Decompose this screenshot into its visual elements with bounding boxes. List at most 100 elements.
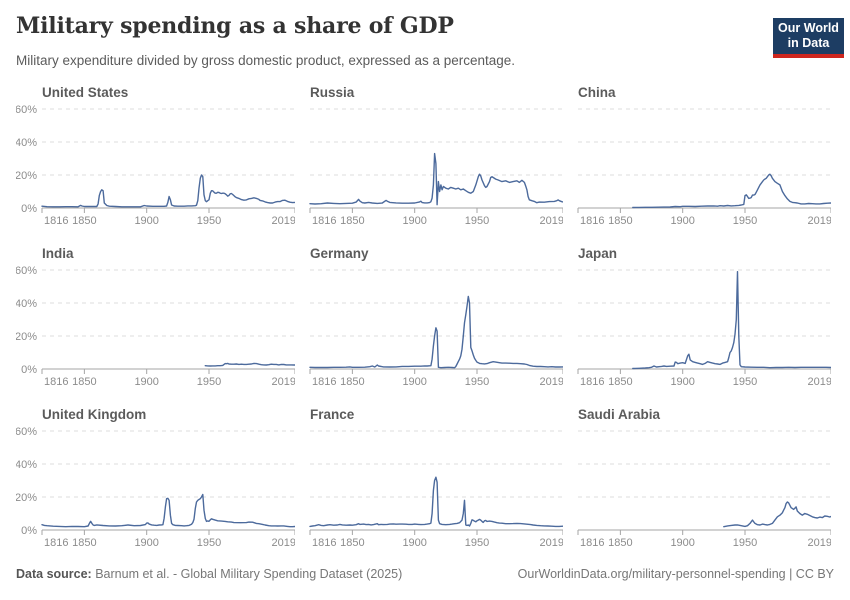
x-tick-label: 2019 [540,215,563,227]
x-tick-label: 1816 [580,537,604,549]
facet-united-states: United States 0% 20% 40% 60% 1816 1850 1900 1950… [16,85,295,246]
x-tick-label: 1900 [402,215,426,227]
data-line-china [632,173,831,209]
x-tick-label: 1900 [402,376,426,388]
data-line-france [309,476,563,528]
facet-chart-united-kingdom[interactable]: 0% 20% 40% 60% 1816 1850 1900 1950 2019 [16,425,295,568]
x-tick-label: 2019 [808,376,831,388]
facet-title: France [310,407,355,422]
x-tick-label: 1816 [312,537,336,549]
facet-chart-germany[interactable]: 1816 1850 1900 1950 2019 [295,264,563,407]
x-tick-label: 1950 [465,376,489,388]
facet-saudi-arabia: Saudi Arabia 1816 1850 1900 1950 2019 [563,407,831,568]
facet-chart-saudi-arabia[interactable]: 1816 1850 1900 1950 2019 [563,425,831,568]
facet-chart-india[interactable]: 0% 20% 40% 60% 1816 1850 1900 1950 2019 [16,264,295,407]
facet-chart-china[interactable]: 1816 1850 1900 1950 2019 [563,103,831,246]
x-tick-label: 1900 [670,376,694,388]
facet-title: United Kingdom [42,407,147,422]
data-source-text: Barnum et al. - Global Military Spending… [91,567,403,581]
page-subtitle: Military expenditure divided by gross do… [16,53,516,68]
x-tick-label: 1850 [608,537,632,549]
x-tick-label: 1850 [608,376,632,388]
facet-title: China [578,85,616,100]
y-tick-label: 0% [21,364,37,376]
x-tick-label: 2019 [808,537,831,549]
x-tick-label: 1900 [402,537,426,549]
y-tick-label: 0% [21,525,37,537]
y-tick-label: 20% [16,492,37,504]
owid-logo-line2: in Data [787,36,830,50]
data-line-saudi-arabia [723,501,831,528]
chart-footer: Data source: Barnum et al. - Global Mili… [16,567,834,581]
x-tick-label: 1900 [670,215,694,227]
x-tick-label: 1950 [197,537,221,549]
y-tick-label: 20% [16,170,37,182]
x-tick-label: 1816 [44,215,68,227]
y-tick-label: 40% [16,459,37,471]
data-line-russia [309,152,563,206]
y-tick-label: 40% [16,298,37,310]
facet-chart-united-states[interactable]: 0% 20% 40% 60% 1816 1850 1900 1950 2019 [16,103,295,246]
x-tick-label: 1816 [44,537,68,549]
x-tick-label: 1816 [580,215,604,227]
owid-logo: Our World in Data [773,18,844,58]
x-tick-label: 1950 [465,537,489,549]
facet-title: India [42,246,74,261]
x-tick-label: 1900 [134,215,158,227]
x-tick-label: 1850 [340,215,364,227]
facet-title: Japan [578,246,618,261]
x-tick-label: 1950 [733,537,757,549]
data-line-germany [309,295,563,369]
x-tick-label: 1850 [72,537,96,549]
x-tick-label: 1950 [197,215,221,227]
data-line-united-states [41,174,295,208]
x-tick-label: 2019 [540,376,563,388]
license-link[interactable]: OurWorldinData.org/military-personnel-sp… [517,567,834,581]
x-tick-label: 2019 [272,376,295,388]
y-tick-label: 0% [21,203,37,215]
x-tick-label: 1850 [72,215,96,227]
x-tick-label: 1850 [340,376,364,388]
x-tick-label: 1900 [670,537,694,549]
facet-grid: United States 0% 20% 40% 60% 1816 1850 1900 1950… [16,85,831,568]
facet-title: United States [42,85,129,100]
x-tick-label: 1950 [733,376,757,388]
x-tick-label: 1816 [44,376,68,388]
x-tick-label: 1900 [134,376,158,388]
y-tick-label: 60% [16,426,37,438]
facet-germany: Germany 1816 1850 1900 1950 2019 [295,246,563,407]
facet-india: India 0% 20% 40% 60% 1816 1850 1900 1950 2019 [16,246,295,407]
facet-chart-russia[interactable]: 1816 1850 1900 1950 2019 [295,103,563,246]
facet-chart-france[interactable]: 1816 1850 1900 1950 2019 [295,425,563,568]
y-tick-label: 20% [16,331,37,343]
y-tick-label: 60% [16,265,37,277]
x-tick-label: 1816 [312,376,336,388]
x-tick-label: 2019 [808,215,831,227]
x-tick-label: 1950 [197,376,221,388]
owid-logo-line1: Our World [778,21,839,35]
data-source: Data source: Barnum et al. - Global Mili… [16,567,402,581]
x-tick-label: 1950 [733,215,757,227]
page-title: Military spending as a share of GDP [16,13,454,39]
x-tick-label: 2019 [272,537,295,549]
x-tick-label: 1950 [465,215,489,227]
facet-united-kingdom: United Kingdom 0% 20% 40% 60% 1816 1850 1900 195… [16,407,295,568]
x-tick-label: 1850 [340,537,364,549]
x-tick-label: 2019 [272,215,295,227]
x-tick-label: 1816 [580,376,604,388]
data-line-united-kingdom [41,493,295,528]
data-line-japan [632,270,831,370]
x-tick-label: 1900 [134,537,158,549]
x-tick-label: 2019 [540,537,563,549]
y-tick-label: 60% [16,104,37,116]
facet-france: France 1816 1850 1900 1950 2019 [295,407,563,568]
y-tick-label: 40% [16,137,37,149]
facet-title: Germany [310,246,369,261]
x-tick-label: 1850 [72,376,96,388]
data-line-india [204,362,295,367]
facet-title: Saudi Arabia [578,407,661,422]
facet-chart-japan[interactable]: 1816 1850 1900 1950 2019 [563,264,831,407]
chart-header: Military spending as a share of GDP Mili… [0,0,850,85]
facet-japan: Japan 1816 1850 1900 1950 2019 [563,246,831,407]
data-source-label: Data source: [16,567,92,581]
